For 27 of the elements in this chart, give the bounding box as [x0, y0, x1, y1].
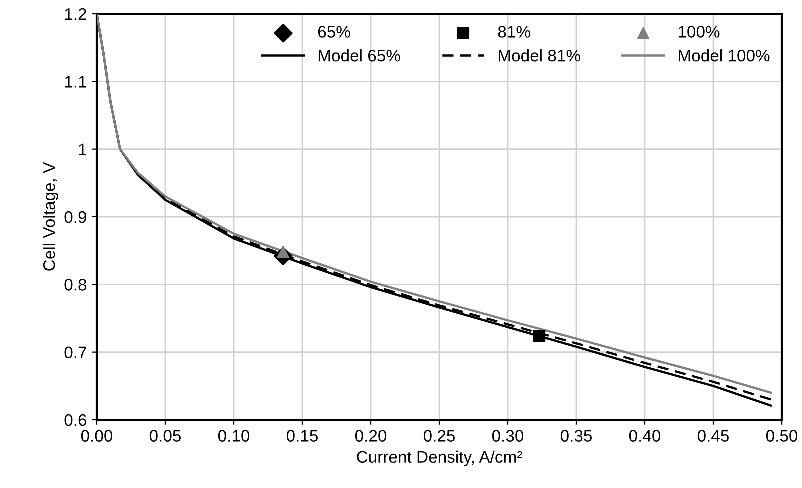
legend-label: 65%	[318, 26, 350, 38]
x-axis-title: Current Density, A/cm²	[357, 450, 522, 466]
legend-label: Model 81%	[499, 50, 580, 62]
y-tick-label: 0.8	[64, 279, 87, 291]
x-tick-label: 0.15	[286, 430, 318, 442]
legend-label: Model 65%	[318, 50, 400, 62]
x-tick-label: 0.20	[355, 430, 387, 442]
x-tick-label: 0.10	[218, 430, 250, 442]
legend-label: Model 100%	[679, 50, 770, 62]
x-tick-label: 0.30	[492, 430, 524, 442]
y-tick-label: 0.7	[64, 346, 86, 359]
x-tick-label: 0.05	[150, 430, 182, 442]
x-tick-label: 0.50	[766, 430, 798, 442]
x-tick-label: 0.25	[424, 430, 456, 442]
y-tick-label: 0.9	[64, 211, 86, 224]
x-tick-label: 0.35	[560, 430, 592, 442]
x-tick-label: 0.00	[81, 430, 113, 442]
y-tick-label: 0.6	[64, 414, 87, 426]
y-tick-label: 1.2	[65, 8, 86, 20]
x-tick-label: 0.40	[629, 430, 661, 442]
legend-label: 100%	[678, 26, 720, 38]
point	[533, 330, 546, 342]
y-tick-label: 1	[79, 144, 86, 156]
x-tick-label: 0.45	[698, 430, 730, 442]
y-tick-label: 1.1	[65, 76, 86, 88]
legend-label: 81%	[498, 26, 530, 38]
y-axis-title: Cell Voltage, V	[43, 162, 59, 271]
